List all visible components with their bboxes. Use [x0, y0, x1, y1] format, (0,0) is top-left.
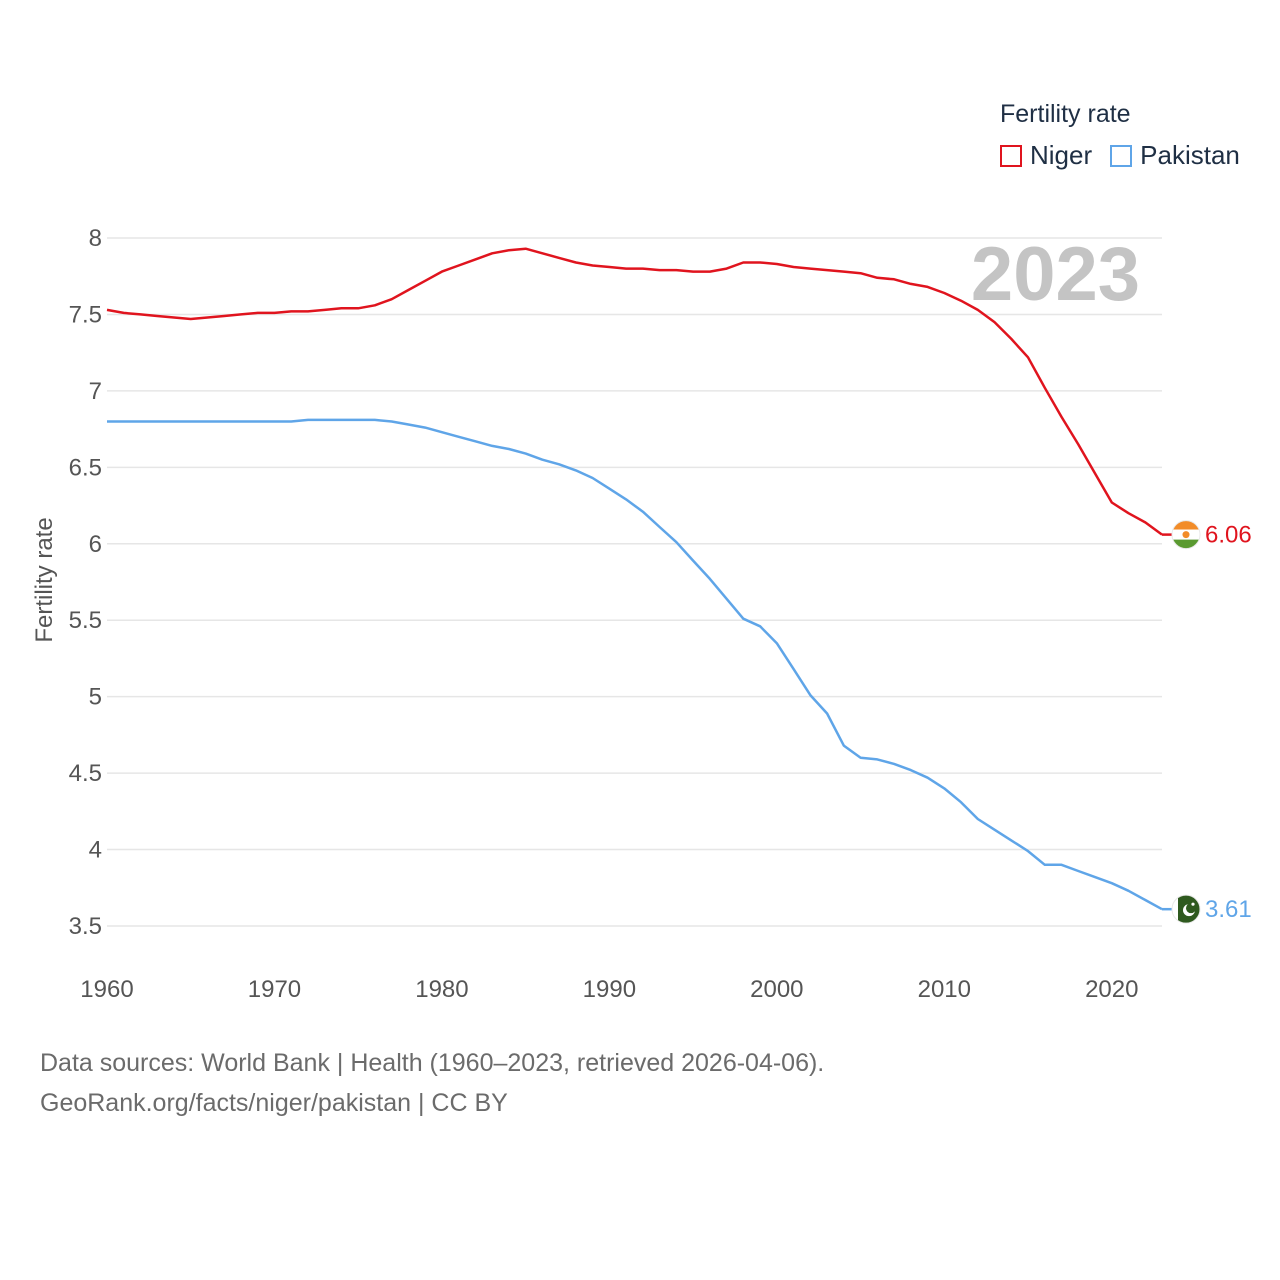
x-axis-ticks: 1960 1970 1980 1990 2000 2010 2020 — [80, 976, 1138, 1003]
legend-title: Fertility rate — [1000, 100, 1131, 128]
x-tick-label: 1980 — [415, 976, 468, 1003]
series-line-niger — [106, 247, 1163, 536]
end-markers: 6.06 3.61 — [1162, 520, 1252, 924]
y-tick-label: 7 — [89, 378, 102, 405]
y-axis-label: Fertility rate — [31, 517, 58, 642]
end-value-label-pakistan: 3.61 — [1205, 896, 1252, 923]
series-lines — [106, 247, 1163, 911]
x-tick-label: 1970 — [248, 976, 301, 1003]
x-tick-label: 1990 — [583, 976, 636, 1003]
end-value-label-niger: 6.06 — [1205, 522, 1252, 549]
footer: Data sources: World Bank | Health (1960–… — [40, 1043, 824, 1123]
x-tick-label: 2020 — [1085, 976, 1138, 1003]
y-axis-ticks: 8 7.5 7 6.5 6 5.5 5 4.5 4 3.5 — [69, 225, 102, 940]
grid-lines — [107, 237, 1162, 927]
niger-flag-icon — [1171, 520, 1201, 550]
pakistan-flag-icon — [1171, 894, 1201, 924]
legend-label-pakistan: Pakistan — [1140, 140, 1240, 170]
legend-swatch-niger — [1000, 144, 1022, 167]
y-tick-label: 6.5 — [69, 454, 102, 481]
current-year-label: 2023 — [971, 232, 1140, 317]
x-tick-label: 2000 — [750, 976, 803, 1003]
y-tick-label: 8 — [89, 225, 102, 252]
y-tick-label: 6 — [89, 531, 102, 558]
footer-link[interactable]: GeoRank.org/facts/niger/pakistan | CC BY — [40, 1089, 508, 1117]
y-tick-label: 5 — [89, 684, 102, 711]
y-tick-label: 7.5 — [69, 301, 102, 328]
legend-label-niger: Niger — [1030, 140, 1093, 170]
legend-item-niger[interactable]: Niger — [1000, 140, 1092, 171]
y-tick-label: 4 — [89, 837, 102, 864]
legend: Niger Pakistan — [1000, 140, 1258, 171]
series-line-pakistan — [107, 418, 1163, 911]
x-tick-label: 1960 — [80, 976, 133, 1003]
y-tick-label: 4.5 — [69, 760, 102, 787]
legend-swatch-pakistan — [1110, 144, 1133, 167]
footer-sources: Data sources: World Bank | Health (1960–… — [40, 1049, 825, 1077]
legend-item-pakistan[interactable]: Pakistan — [1110, 140, 1240, 171]
y-tick-label: 3.5 — [69, 913, 102, 940]
x-tick-label: 2010 — [918, 976, 971, 1003]
y-tick-label: 5.5 — [69, 607, 102, 634]
